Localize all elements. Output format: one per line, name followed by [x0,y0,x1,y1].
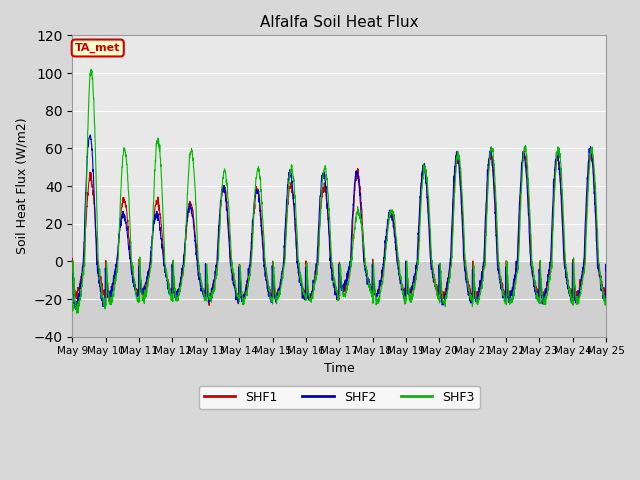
SHF2 [86,132,94,138]
SHF2 [595,265,603,271]
SHF1 [531,280,538,286]
SHF2 [531,282,538,288]
Line: SHF1: SHF1 [72,151,606,305]
SHF1 [595,261,603,267]
SHF3 [237,283,245,288]
SHF1 [520,148,528,154]
SHF3 [500,293,508,299]
Line: SHF3: SHF3 [72,70,606,313]
SHF3 [87,67,95,72]
SHF3 [595,261,603,266]
SHF1 [371,289,379,295]
SHF3 [73,310,81,316]
SHF2 [602,268,610,274]
SHF2 [122,222,130,228]
SHF1 [68,255,76,261]
SHF3 [372,295,380,300]
SHF3 [68,308,76,314]
Text: TA_met: TA_met [75,43,120,53]
Legend: SHF1, SHF2, SHF3: SHF1, SHF2, SHF3 [199,386,479,409]
SHF1 [122,204,129,210]
X-axis label: Time: Time [324,362,355,375]
Bar [72,262,606,337]
SHF2 [237,293,245,299]
Y-axis label: Soil Heat Flux (W/m2): Soil Heat Flux (W/m2) [15,118,28,254]
SHF2 [74,307,81,313]
SHF1 [237,288,245,294]
Title: Alfalfa Soil Heat Flux: Alfalfa Soil Heat Flux [260,15,419,30]
SHF2 [500,293,508,299]
SHF3 [531,273,538,279]
SHF2 [372,291,380,297]
SHF1 [205,302,213,308]
SHF3 [602,299,610,305]
SHF3 [122,154,130,160]
SHF1 [500,289,508,295]
SHF2 [68,271,76,276]
Line: SHF2: SHF2 [72,135,606,310]
SHF1 [602,294,610,300]
